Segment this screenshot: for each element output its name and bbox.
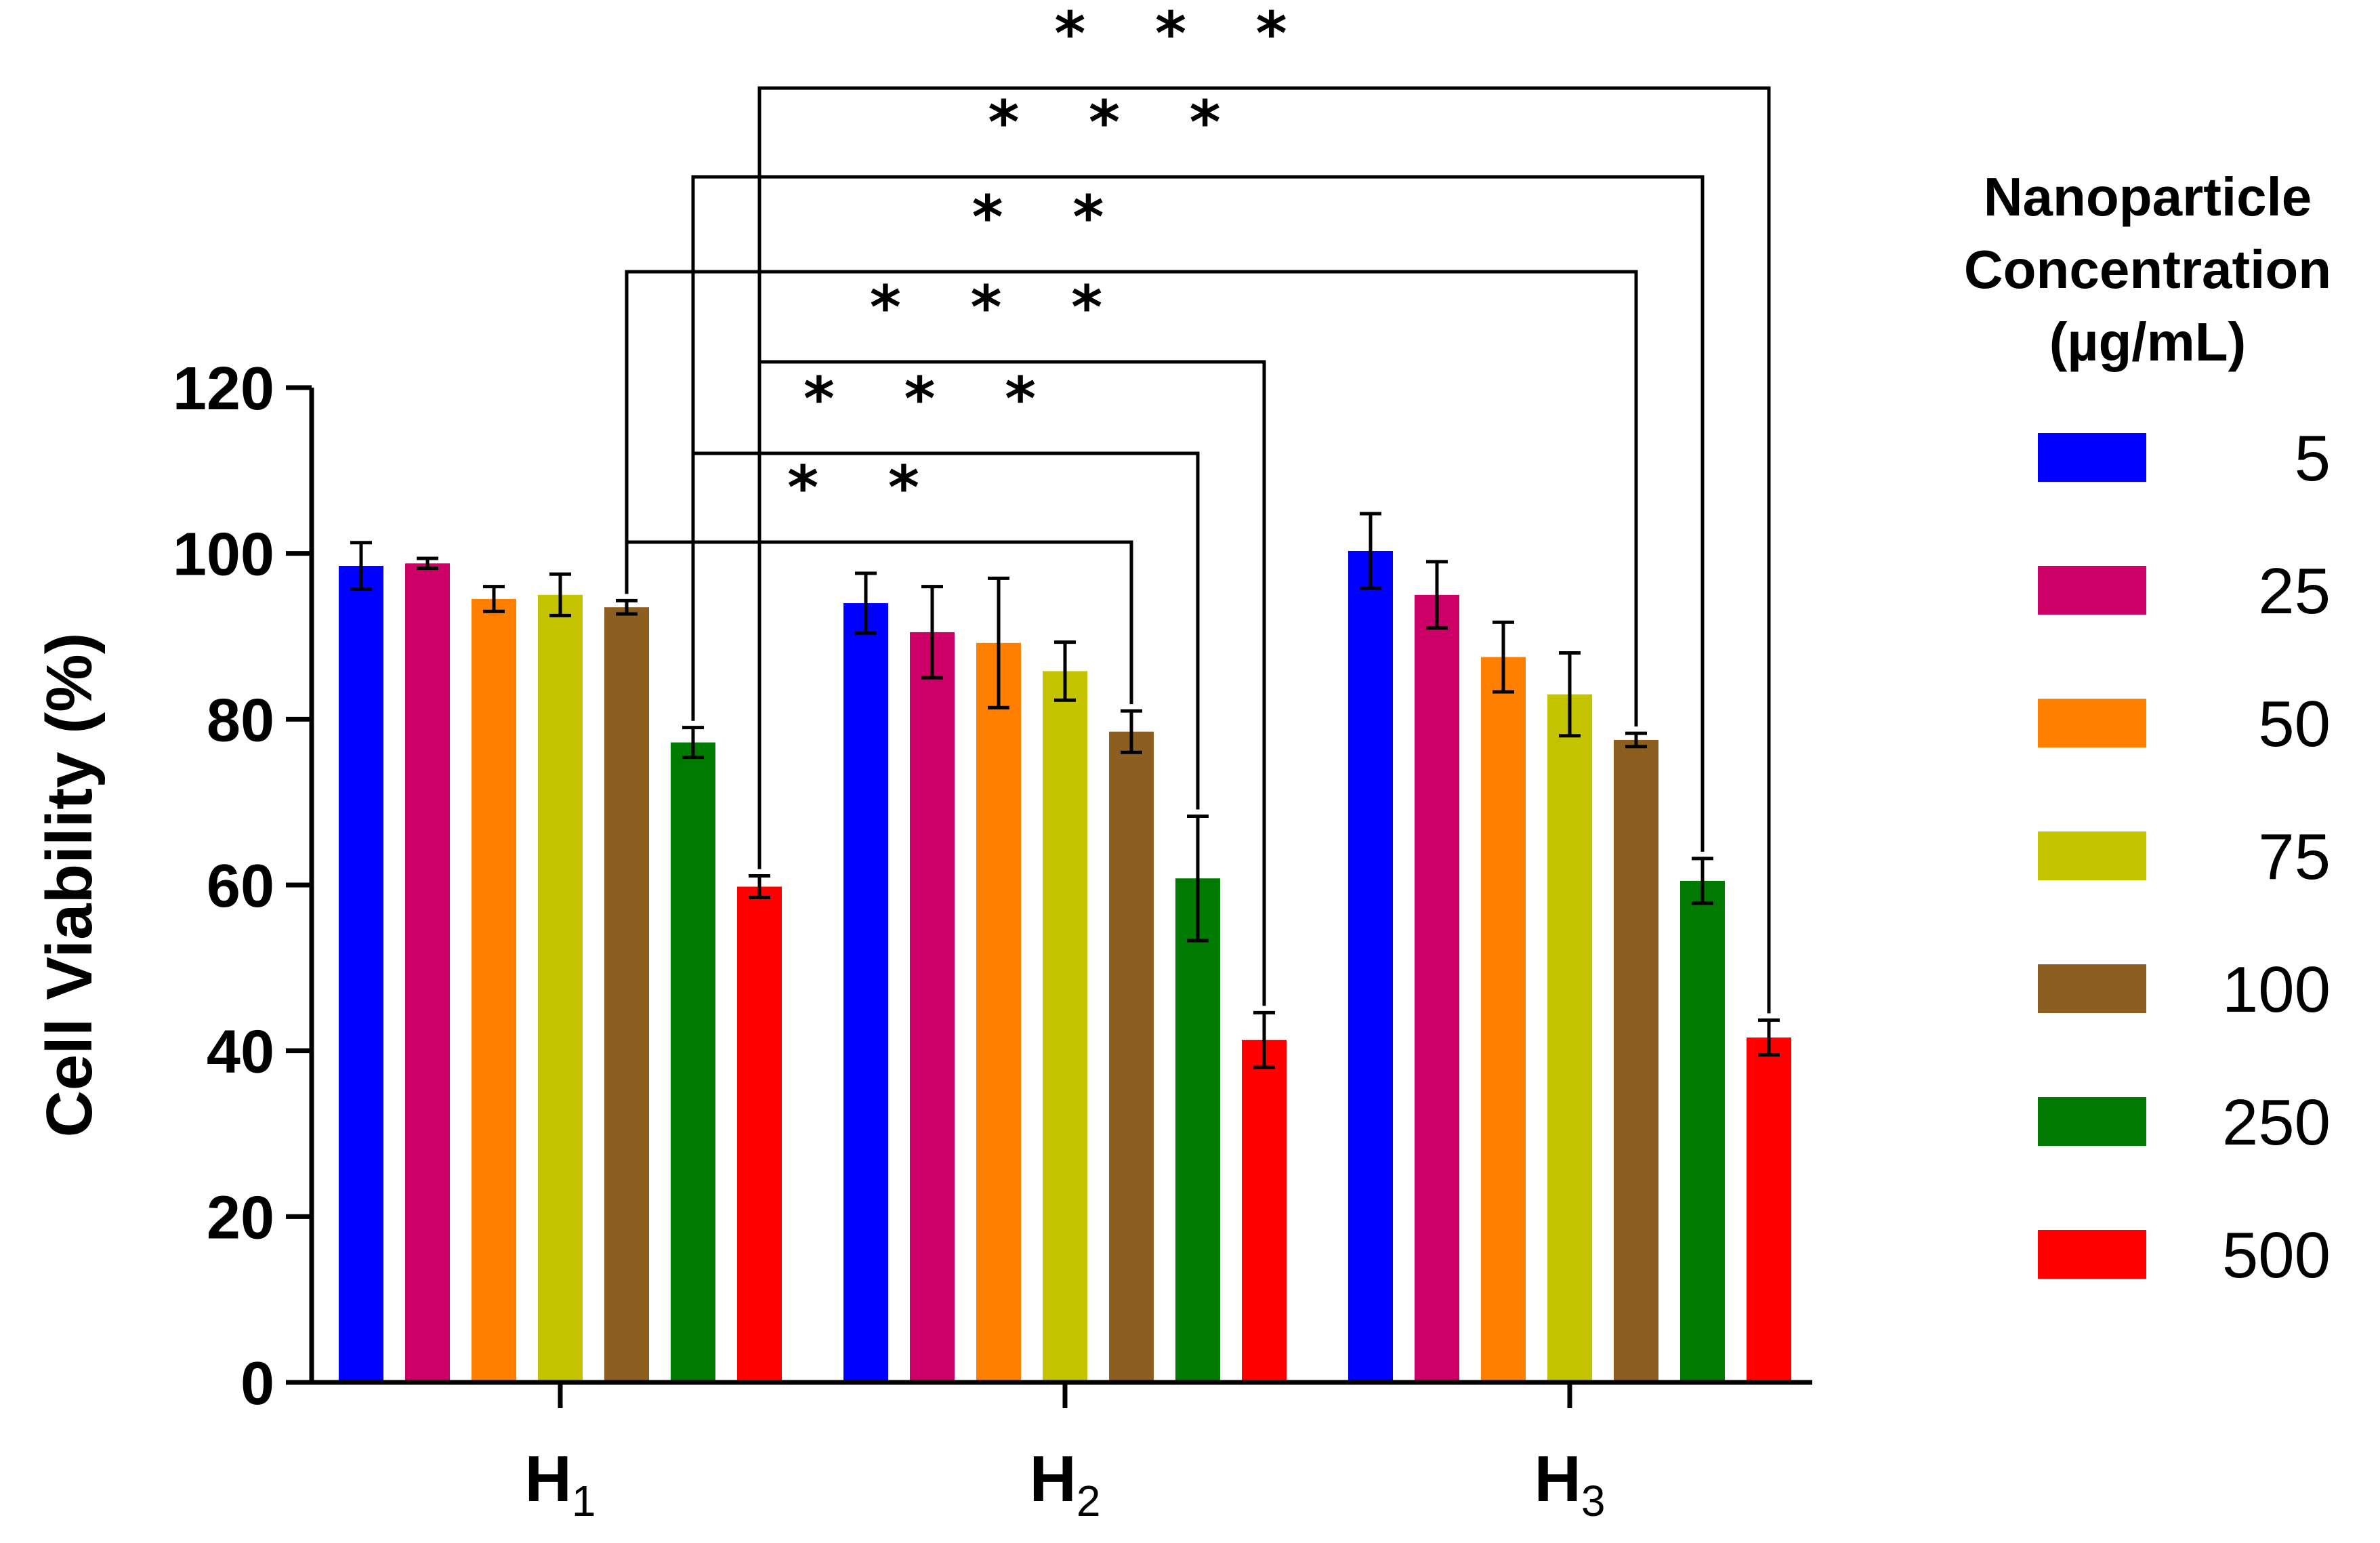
legend-label-75: 75	[2258, 821, 2331, 893]
significance-brackets: * * * * * * * * * * * * * * * *	[625, 0, 1771, 1014]
bar-25-h1	[405, 563, 450, 1382]
category-label-h2: H2	[1030, 1443, 1101, 1525]
bar-75-h3	[1547, 694, 1592, 1382]
significance-bracket-6	[757, 86, 1771, 1014]
category-label-subscript: 2	[1077, 1477, 1101, 1525]
bar-250-h1	[671, 742, 715, 1382]
error-bar-250-h2	[1187, 814, 1209, 943]
error-bar-50-h3	[1492, 620, 1514, 694]
error-bar-5-h2	[855, 571, 877, 635]
bar-100-h1	[604, 607, 649, 1382]
significance-label-2: * * *	[803, 364, 1060, 434]
legend-swatch-500	[2038, 1230, 2146, 1279]
error-bar-500-h3	[1758, 1018, 1780, 1057]
y-tick-label-20: 20	[207, 1184, 274, 1252]
bar-250-h3	[1680, 880, 1725, 1382]
legend-title-line-3: (µg/mL)	[2049, 312, 2246, 372]
bar-25-h3	[1415, 594, 1459, 1383]
bars	[339, 512, 1791, 1383]
bar-75-h1	[538, 594, 583, 1383]
error-bar-25-h3	[1426, 560, 1448, 630]
error-bar-75-h3	[1559, 651, 1581, 738]
error-bar-75-h1	[549, 572, 571, 617]
error-bar-25-h2	[921, 585, 943, 680]
y-tick-label-80: 80	[207, 686, 274, 754]
bar-25-h2	[910, 632, 955, 1383]
error-bar-250-h3	[1692, 857, 1713, 905]
bar-500-h2	[1242, 1040, 1287, 1382]
legend-swatch-75	[2038, 831, 2146, 880]
legend-title-line-1: Nanoparticle	[1984, 167, 2312, 227]
significance-label-5: * * *	[988, 87, 1245, 157]
error-bar-5-h1	[350, 541, 372, 591]
bar-500-h1	[737, 886, 782, 1382]
category-label-subscript: 1	[572, 1477, 596, 1525]
legend-swatch-50	[2038, 699, 2146, 747]
y-tick-label-60: 60	[207, 852, 274, 920]
bar-50-h2	[976, 642, 1021, 1383]
category-label-h1: H1	[525, 1443, 596, 1525]
significance-label-6: * * *	[1054, 0, 1311, 68]
bar-5-h1	[339, 566, 383, 1383]
bar-75-h2	[1043, 671, 1087, 1382]
error-bar-500-h2	[1253, 1010, 1275, 1069]
error-bar-100-h2	[1121, 709, 1142, 754]
bar-100-h2	[1109, 731, 1154, 1382]
y-tick-label-40: 40	[207, 1019, 274, 1086]
legend-label-100: 100	[2222, 953, 2331, 1026]
error-bar-50-h2	[988, 576, 1009, 709]
bar-250-h2	[1175, 878, 1220, 1382]
legend-swatch-250	[2038, 1097, 2146, 1146]
y-tick-label-120: 120	[173, 355, 274, 423]
legend-label-250: 250	[2222, 1086, 2331, 1159]
category-label-main: H	[1030, 1443, 1077, 1515]
legend-label-50: 50	[2258, 688, 2331, 760]
bar-50-h1	[472, 598, 516, 1383]
legend-label-500: 500	[2222, 1219, 2331, 1292]
bar-5-h3	[1348, 550, 1393, 1383]
error-bar-5-h3	[1360, 512, 1381, 590]
y-tick-label-100: 100	[173, 521, 274, 589]
significance-bracket-4	[625, 270, 1638, 727]
y-axis-title: Cell Viability (%)	[33, 632, 106, 1137]
legend-swatch-5	[2038, 433, 2146, 482]
legend-title-line-2: Concentration	[1964, 239, 2331, 300]
significance-label-4: * *	[972, 182, 1129, 252]
error-bar-100-h3	[1625, 731, 1647, 749]
error-bar-250-h1	[682, 726, 704, 760]
category-label-h3: H3	[1535, 1443, 1606, 1525]
bar-500-h3	[1747, 1037, 1791, 1382]
legend-swatch-100	[2038, 964, 2146, 1013]
error-bar-25-h1	[417, 556, 438, 571]
error-bar-500-h1	[749, 874, 770, 899]
error-bar-50-h1	[483, 585, 505, 613]
category-label-main: H	[525, 1443, 572, 1515]
category-label-main: H	[1535, 1443, 1581, 1515]
legend-swatch-25	[2038, 566, 2146, 615]
significance-label-1: * *	[787, 453, 944, 522]
error-bar-100-h1	[616, 598, 638, 616]
legend: Nanoparticle Concentration (µg/mL) 5 25 50 75 1…	[1964, 167, 2331, 1292]
bar-5-h2	[843, 603, 888, 1382]
significance-bracket-5	[691, 175, 1705, 852]
legend-label-5: 5	[2295, 422, 2331, 495]
bar-50-h3	[1481, 657, 1526, 1383]
error-bar-75-h2	[1054, 640, 1076, 702]
bar-100-h3	[1614, 739, 1658, 1382]
y-tick-label-0: 0	[241, 1350, 274, 1418]
significance-label-3: * * *	[870, 272, 1127, 342]
legend-label-25: 25	[2258, 555, 2331, 628]
category-label-subscript: 3	[1581, 1477, 1606, 1525]
